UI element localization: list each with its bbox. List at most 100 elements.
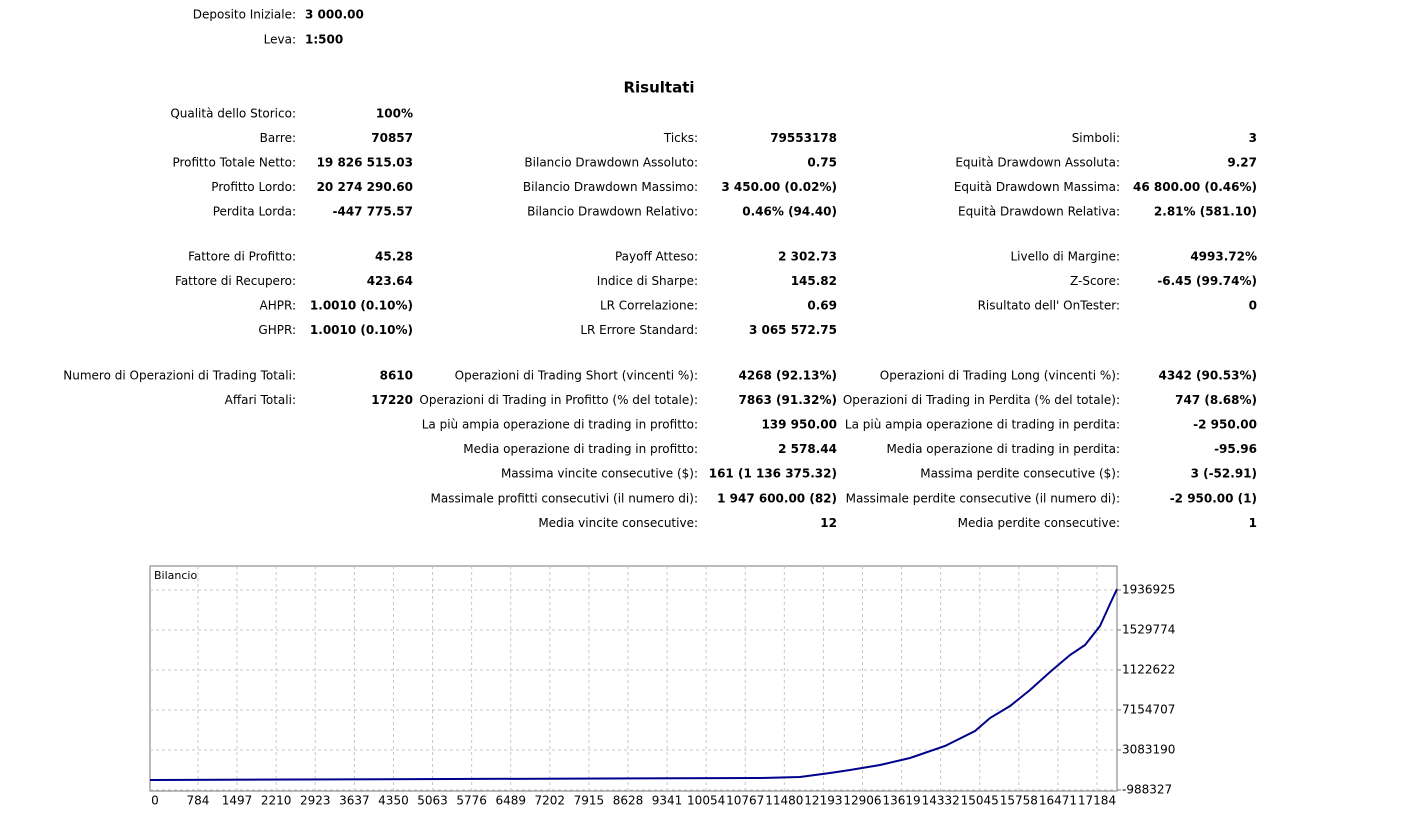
field-label: Massimale perdite consecutive (il numero… [846,491,1120,505]
x-tick-label: 14332 [922,794,960,808]
field-label: Ticks: [663,131,698,145]
field-label: Risultato dell' OnTester: [978,299,1120,313]
field-label: Fattore di Recupero: [175,274,296,288]
x-tick-label: 4350 [378,794,409,808]
field-label: Media perdite consecutive: [958,516,1120,530]
y-tick-label: 7154707 [1122,702,1175,716]
x-tick-label: 9341 [652,794,683,808]
x-tick-label: 5776 [456,794,487,808]
field-value: -6.45 (99.74%) [1157,274,1257,288]
field-label: LR Correlazione: [600,299,698,313]
balance-line [149,588,1118,781]
field-label: La più ampia operazione di trading in pr… [422,418,698,432]
field-label: Media operazione di trading in perdita: [886,442,1120,456]
field-label: GHPR: [258,323,296,337]
field-label: Qualità dello Storico: [170,107,296,121]
field-value: 100% [376,107,413,121]
x-tick-label: 8628 [613,794,644,808]
field-label: AHPR: [260,299,296,313]
field-label: Fattore di Profitto: [188,250,296,264]
field-label: Bilancio Drawdown Assoluto: [524,156,698,170]
field-value: 0.69 [807,299,837,313]
field-value: 1 [1249,516,1257,530]
field-label: Equità Drawdown Assoluta: [955,156,1120,170]
field-value: 9.27 [1227,156,1257,170]
field-value: -2 950.00 (1) [1170,491,1257,505]
field-value: 0.46% (94.40) [742,205,837,219]
field-value: 423.64 [367,274,413,288]
field-label: Massima perdite consecutive ($): [920,467,1120,481]
x-tick-label: 15045 [961,794,999,808]
field-label: Equità Drawdown Massima: [954,180,1120,194]
field-value: 46 800.00 (0.46%) [1133,180,1257,194]
field-label: Deposito Iniziale: [193,8,296,22]
field-label: Massimale profitti consecutivi (il numer… [431,491,699,505]
x-tick-label: 16471 [1039,794,1077,808]
field-label: LR Errore Standard: [580,323,698,337]
field-value: 4993.72% [1190,250,1257,264]
field-value: 3 450.00 (0.02%) [721,180,837,194]
field-label: Bilancio Drawdown Relativo: [527,205,698,219]
field-value: 3 [1249,131,1257,145]
field-label: Equità Drawdown Relativa: [958,205,1120,219]
field-value: 0 [1249,299,1257,313]
x-tick-label: 0 [151,794,159,808]
field-label: Operazioni di Trading in Profitto (% del… [419,393,698,407]
field-value: 139 950.00 [761,418,837,432]
field-label: Operazioni di Trading Short (vincenti %)… [455,369,698,383]
field-label: Bilancio Drawdown Massimo: [523,180,698,194]
field-value: 161 (1 136 375.32) [709,467,837,481]
field-value: 79553178 [770,131,837,145]
chart-frame [149,565,1118,792]
field-value: 8610 [380,369,413,383]
chart-title: Bilancio [154,569,197,582]
field-label: Perdita Lorda: [213,205,296,219]
field-value: 45.28 [375,250,413,264]
x-tick-label: 6489 [495,794,526,808]
field-value: 2.81% (581.10) [1154,205,1257,219]
field-value: 2 302.73 [778,250,837,264]
x-tick-label: 7202 [535,794,566,808]
field-value: 1:500 [305,33,343,47]
field-label: Media vincite consecutive: [538,516,698,530]
field-label: Livello di Margine: [1010,250,1120,264]
field-value: 1.0010 (0.10%) [310,323,413,337]
field-label: La più ampia operazione di trading in pe… [845,418,1120,432]
x-tick-label: 2923 [300,794,331,808]
field-value: 747 (8.68%) [1175,393,1257,407]
x-tick-label: 15758 [1000,794,1038,808]
field-value: 3 (-52.91) [1191,467,1257,481]
field-value: 4342 (90.53%) [1158,369,1257,383]
field-value: 12 [820,516,837,530]
field-label: Profitto Lordo: [211,180,296,194]
y-tick-label: 1122622 [1122,662,1175,676]
y-tick-label: -988327 [1122,782,1172,796]
field-label: Operazioni di Trading in Perdita (% del … [843,393,1120,407]
field-label: Barre: [260,131,296,145]
field-value: 3 065 572.75 [749,323,837,337]
field-value: 2 578.44 [778,442,837,456]
field-value: 1.0010 (0.10%) [310,299,413,313]
field-value: 3 000.00 [305,8,364,22]
field-label: Media operazione di trading in profitto: [463,442,698,456]
y-tick-label: 3083190 [1122,742,1175,756]
field-label: Indice di Sharpe: [597,274,698,288]
x-tick-label: 10767 [726,794,764,808]
field-value: -447 775.57 [332,205,413,219]
field-value: 1 947 600.00 (82) [717,491,837,505]
field-value: 20 274 290.60 [317,180,413,194]
field-label: Affari Totali: [225,393,296,407]
field-value: 19 826 515.03 [317,156,413,170]
x-tick-label: 1497 [222,794,253,808]
field-label: Numero di Operazioni di Trading Totali: [63,369,296,383]
x-tick-label: 11480 [765,794,803,808]
x-tick-label: 784 [187,794,210,808]
y-tick-label: 1936925 [1122,582,1175,596]
field-label: Leva: [264,33,296,47]
field-value: 4268 (92.13%) [738,369,837,383]
x-tick-label: 7915 [574,794,605,808]
field-value: -95.96 [1214,442,1257,456]
field-label: Operazioni di Trading Long (vincenti %): [880,369,1120,383]
